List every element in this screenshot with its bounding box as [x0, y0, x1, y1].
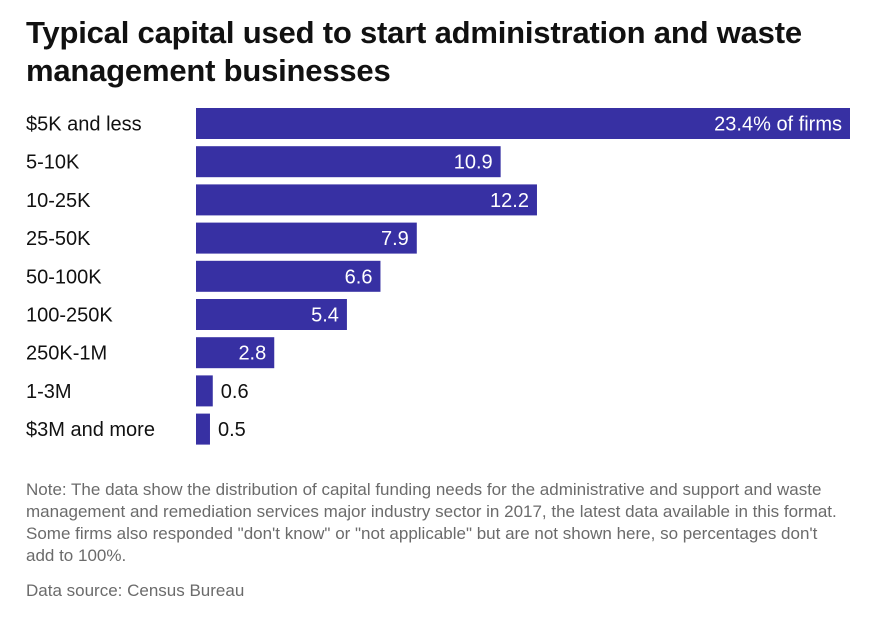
- bar: [196, 184, 537, 216]
- category-label: $5K and less: [26, 114, 142, 136]
- data-label: 6.6: [345, 266, 373, 288]
- chart-title: Typical capital used to start administra…: [26, 15, 802, 88]
- category-label: 100-250K: [26, 305, 113, 327]
- bar: [196, 260, 381, 292]
- category-label: 1-3M: [26, 381, 72, 403]
- data-label: 12.2: [490, 190, 529, 212]
- category-label: 5-10K: [26, 152, 80, 174]
- bar: [196, 413, 210, 445]
- bar: [196, 375, 213, 407]
- data-label: 23.4% of firms: [714, 114, 842, 136]
- data-label: 0.6: [221, 381, 249, 403]
- chart-note: Note: The data show the distribution of …: [26, 480, 837, 565]
- bar: [196, 337, 275, 369]
- category-label: 250K-1M: [26, 343, 107, 365]
- bar: [196, 108, 850, 139]
- bar-chart: $5K and less 23.4% of firms 5-10K 10.9 10-25…: [26, 108, 850, 445]
- bar: [196, 146, 501, 178]
- category-label: 25-50K: [26, 228, 91, 250]
- category-label: 50-100K: [26, 266, 102, 288]
- data-label: 0.5: [218, 419, 246, 441]
- data-source: Data source: Census Bureau: [26, 581, 245, 600]
- data-label: 7.9: [381, 228, 409, 250]
- data-label: 2.8: [238, 343, 266, 365]
- bar: [196, 222, 417, 254]
- bar: [196, 299, 347, 330]
- data-label: 5.4: [311, 305, 339, 327]
- category-label: $3M and more: [26, 419, 155, 441]
- data-label: 10.9: [454, 152, 493, 174]
- category-label: 10-25K: [26, 190, 91, 212]
